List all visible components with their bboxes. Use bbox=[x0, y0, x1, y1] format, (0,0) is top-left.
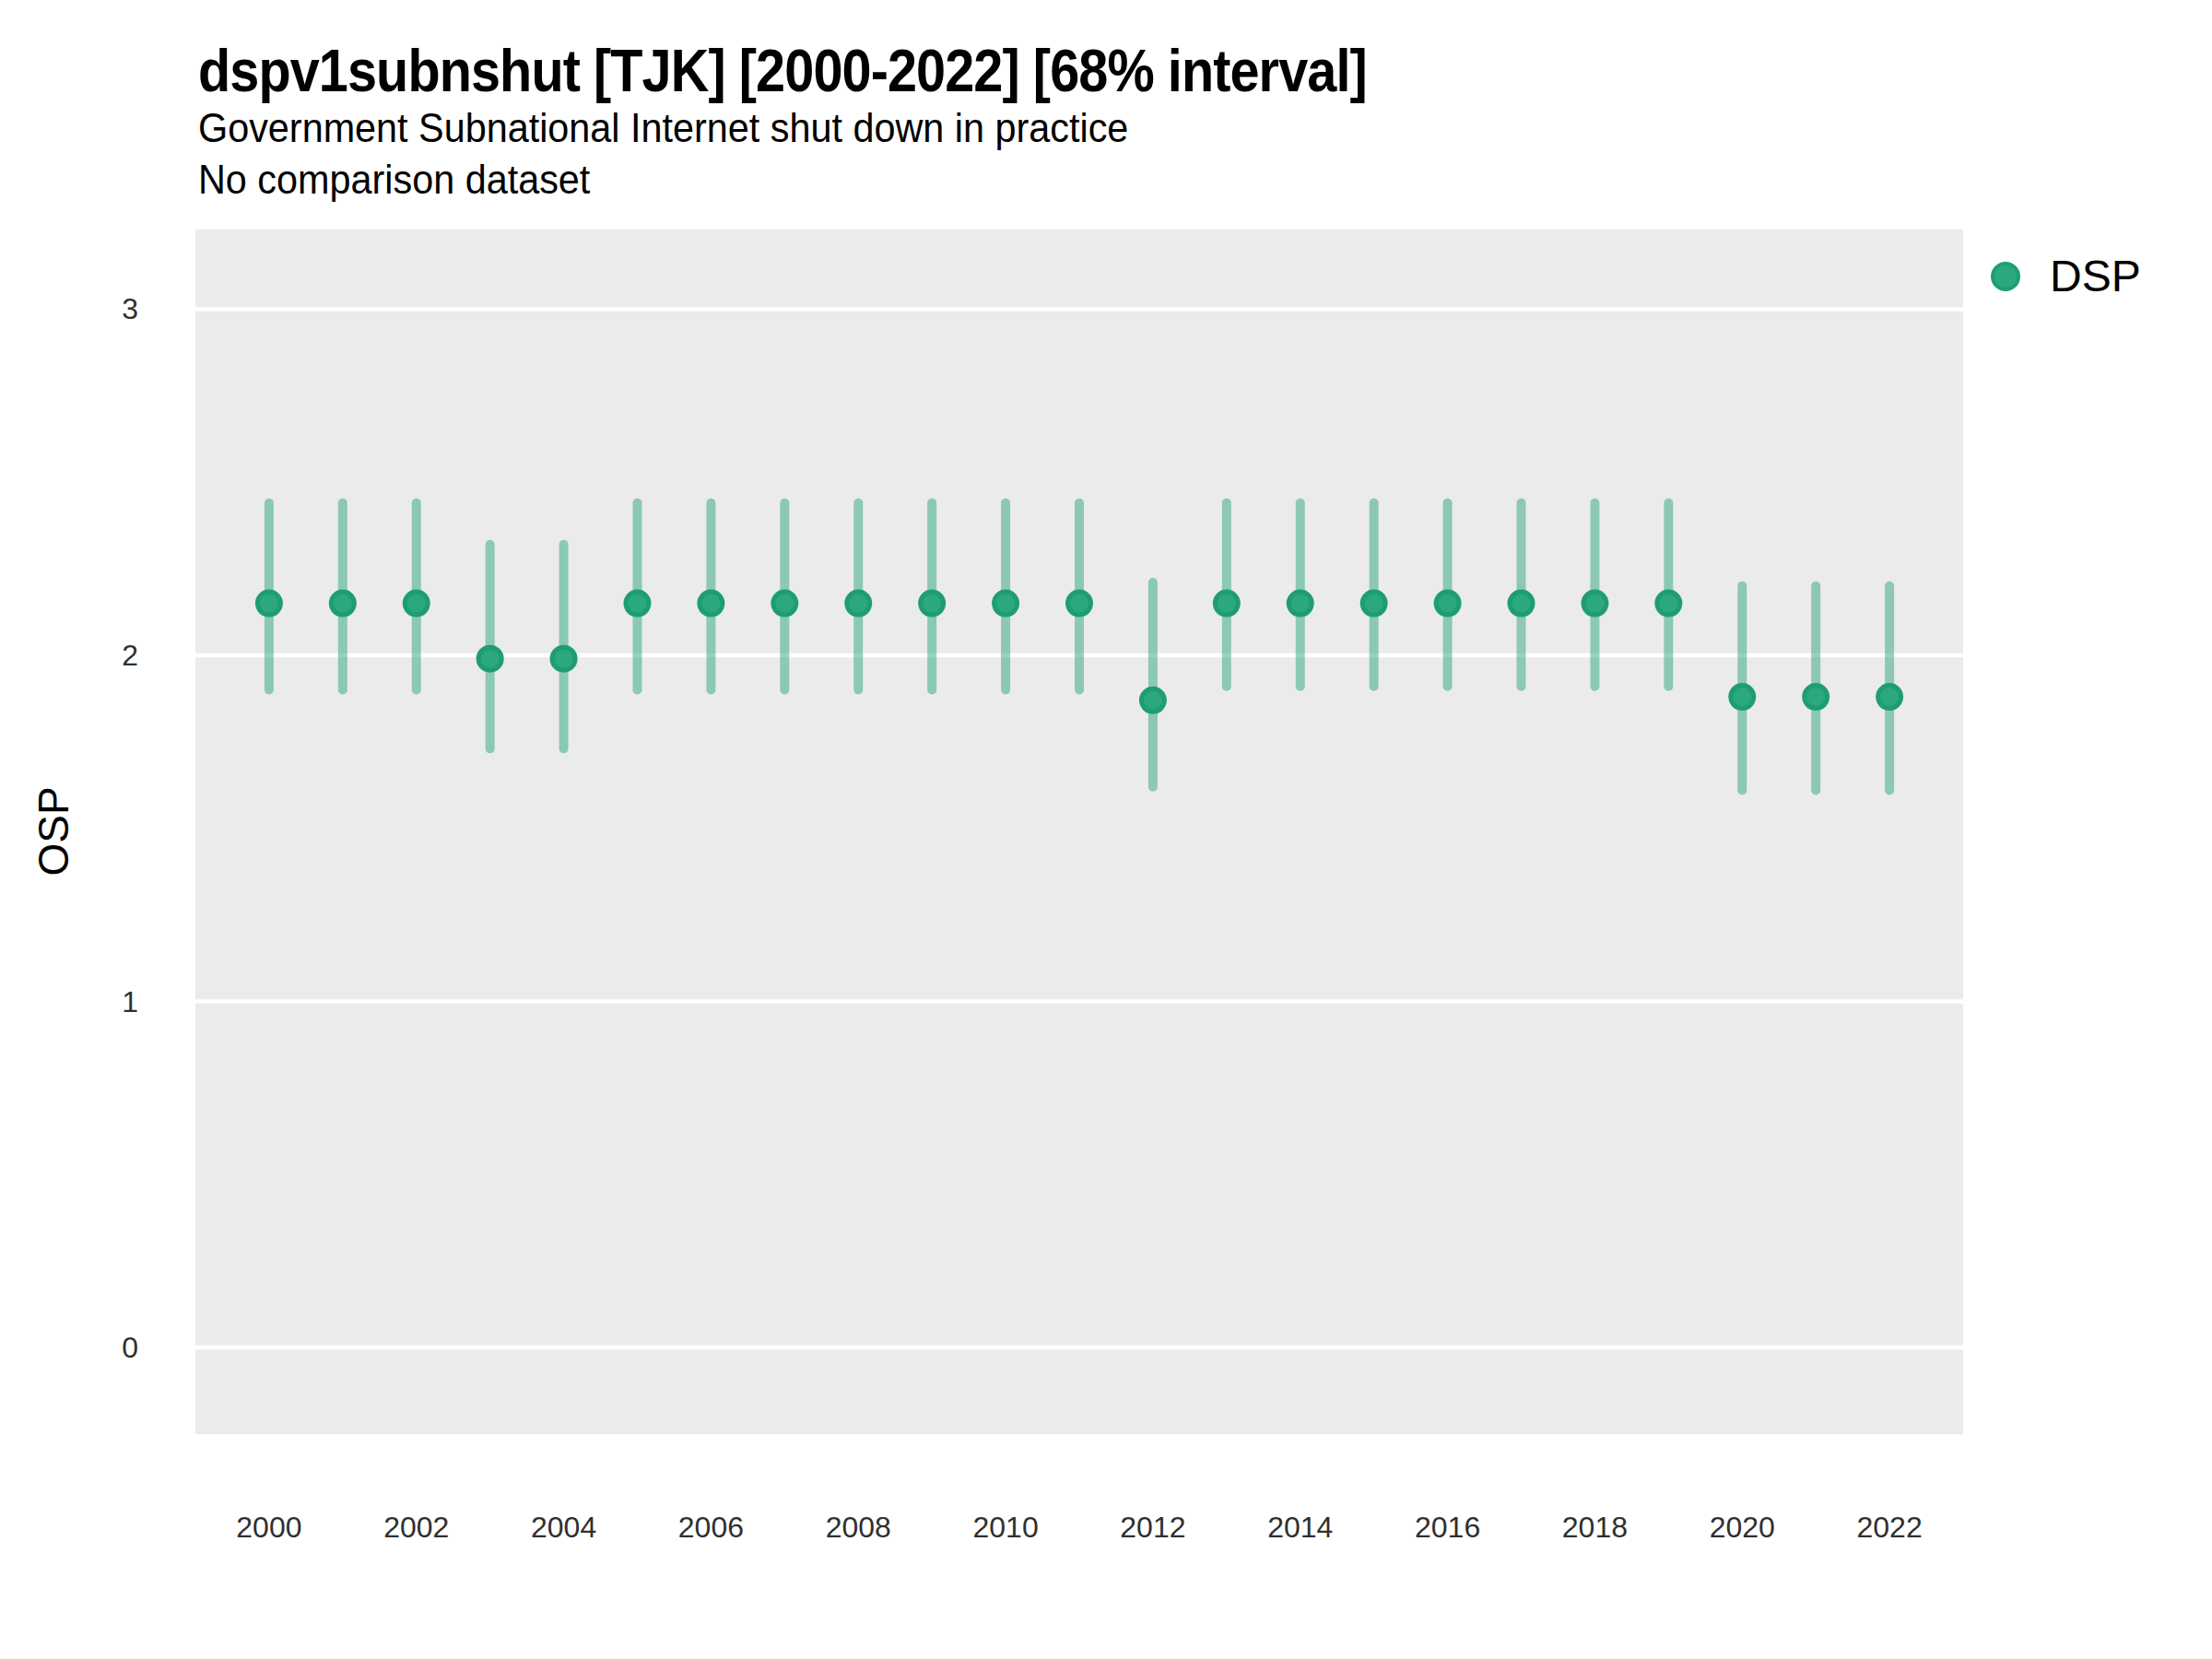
x-tick-label-2020: 2020 bbox=[1677, 1512, 1806, 1542]
y-tick-label-2: 2 bbox=[74, 636, 138, 675]
data-point-2010 bbox=[994, 592, 1018, 615]
data-point-2004 bbox=[552, 647, 575, 670]
y-axis-title: OSP bbox=[32, 739, 75, 924]
x-tick-label-2004: 2004 bbox=[500, 1512, 629, 1542]
data-point-2005 bbox=[626, 592, 649, 615]
data-point-2000 bbox=[257, 592, 280, 615]
chart-title: dspv1subnshut [TJK] [2000-2022] [68% int… bbox=[198, 41, 1367, 101]
legend-label: DSP bbox=[2050, 254, 2141, 299]
data-point-2006 bbox=[700, 592, 723, 615]
data-point-2014 bbox=[1288, 592, 1312, 615]
data-point-2001 bbox=[331, 592, 354, 615]
data-point-2017 bbox=[1510, 592, 1533, 615]
y-tick-label-3: 3 bbox=[74, 289, 138, 328]
x-tick-label-2018: 2018 bbox=[1530, 1512, 1659, 1542]
data-point-2020 bbox=[1731, 686, 1754, 709]
x-tick-label-2012: 2012 bbox=[1088, 1512, 1218, 1542]
data-point-2012 bbox=[1141, 688, 1164, 712]
x-tick-label-2016: 2016 bbox=[1383, 1512, 1512, 1542]
legend: DSP bbox=[1991, 251, 2141, 302]
plot-panel bbox=[195, 229, 1963, 1434]
data-point-2022 bbox=[1878, 686, 1901, 709]
data-point-2018 bbox=[1583, 592, 1606, 615]
x-tick-label-2008: 2008 bbox=[794, 1512, 923, 1542]
legend-point-icon bbox=[1991, 262, 2020, 291]
x-tick-label-2010: 2010 bbox=[941, 1512, 1070, 1542]
data-point-2007 bbox=[773, 592, 796, 615]
y-tick-label-1: 1 bbox=[74, 982, 138, 1021]
x-tick-label-2014: 2014 bbox=[1236, 1512, 1365, 1542]
data-point-2015 bbox=[1362, 592, 1385, 615]
y-tick-label-0: 0 bbox=[74, 1328, 138, 1367]
data-point-2002 bbox=[405, 592, 428, 615]
chart-subtitle: Government Subnational Internet shut dow… bbox=[198, 107, 1128, 149]
data-point-2008 bbox=[847, 592, 870, 615]
plot-area-svg bbox=[0, 0, 2212, 1659]
chart-subtitle-comparison: No comparison dataset bbox=[198, 159, 590, 201]
data-point-2019 bbox=[1657, 592, 1680, 615]
x-tick-label-2022: 2022 bbox=[1825, 1512, 1954, 1542]
chart-page: dspv1subnshut [TJK] [2000-2022] [68% int… bbox=[0, 0, 2212, 1659]
x-tick-label-2002: 2002 bbox=[352, 1512, 481, 1542]
data-point-2003 bbox=[478, 647, 501, 670]
data-point-2016 bbox=[1436, 592, 1459, 615]
data-point-2021 bbox=[1805, 686, 1828, 709]
x-tick-label-2006: 2006 bbox=[646, 1512, 775, 1542]
data-point-2013 bbox=[1215, 592, 1238, 615]
data-point-2009 bbox=[921, 592, 944, 615]
x-tick-label-2000: 2000 bbox=[205, 1512, 334, 1542]
data-point-2011 bbox=[1068, 592, 1091, 615]
